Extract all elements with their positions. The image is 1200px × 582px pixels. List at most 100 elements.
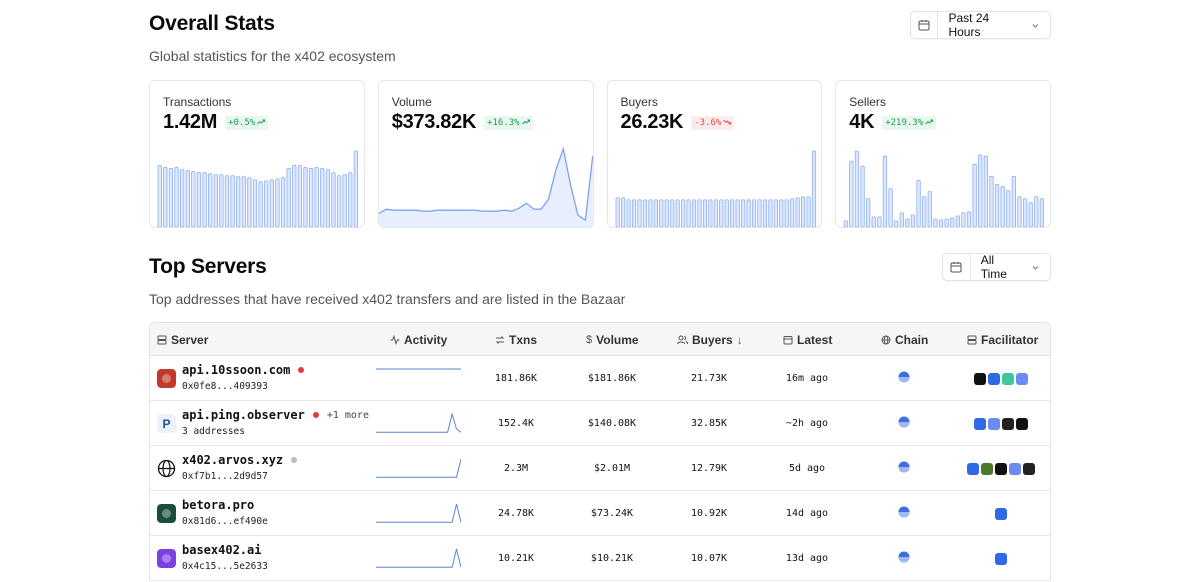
calendar-icon xyxy=(911,12,939,38)
coinbase-icon xyxy=(988,372,1000,385)
spark-bar xyxy=(894,220,899,227)
spark-bar xyxy=(625,199,631,227)
time-range-select[interactable]: Past 24 Hours xyxy=(910,11,1051,39)
col-volume[interactable]: $ Volume xyxy=(586,323,639,356)
servers-range-select[interactable]: All Time xyxy=(942,253,1051,281)
coinbase-icon xyxy=(995,507,1007,520)
facilitator-cell xyxy=(950,356,1050,401)
txns-value: 152.4K xyxy=(497,418,535,429)
spark-bar xyxy=(745,199,751,227)
stat-title: Sellers xyxy=(849,95,886,109)
server-name[interactable]: api.ping.observer xyxy=(182,408,305,422)
activity-sparkline xyxy=(376,536,464,581)
layers-icon xyxy=(1009,462,1021,475)
table-row[interactable]: betora.pro 0x81d6...ef490e 24.78K $73.24K 10… xyxy=(150,491,1050,536)
table-row[interactable]: api.10ssoon.com 0x0fe8...409393 181.86K $18… xyxy=(150,356,1050,401)
col-activity[interactable]: Activity xyxy=(390,323,447,356)
spark-bar xyxy=(331,172,336,227)
server-address: 0x0fe8...409393 xyxy=(182,381,268,392)
stat-value-row: 4K +219.3% xyxy=(849,111,937,134)
spark-bar xyxy=(950,217,955,227)
volume-value: $181.86K xyxy=(587,373,637,384)
activity-sparkline xyxy=(376,401,464,446)
facilitator-icons xyxy=(967,462,1035,475)
stat-card-transactions: Transactions 1.42M +0.5% xyxy=(149,80,365,228)
spark-bar xyxy=(911,214,916,227)
spark-bar xyxy=(961,212,966,227)
col-txns[interactable]: Txns xyxy=(495,323,537,356)
spark-bar xyxy=(325,169,331,227)
spark-bar xyxy=(685,199,691,227)
spark-bar xyxy=(995,184,1000,227)
server-address: 0x4c15...5e2633 xyxy=(182,561,268,572)
spark-bar xyxy=(286,168,291,227)
spark-bar xyxy=(967,211,972,227)
stat-cards: Transactions 1.42M +0.5% Volume $373.82K +16.… xyxy=(149,80,1051,228)
coinbase-icon xyxy=(995,552,1007,565)
facilitator-icons xyxy=(995,552,1007,565)
spark-bar xyxy=(713,199,718,227)
top-servers-header: Top Servers Top addresses that have rece… xyxy=(149,255,625,307)
base-chain-icon xyxy=(898,506,910,521)
spark-bar xyxy=(740,199,745,227)
spark-bar xyxy=(269,179,274,227)
dollar-icon: $ xyxy=(586,333,593,346)
spark-bar xyxy=(647,199,652,227)
coinbase-icon xyxy=(974,417,986,430)
stat-title: Buyers xyxy=(620,95,658,109)
facilitator-cell xyxy=(950,491,1050,536)
sparkline-chart xyxy=(615,150,816,227)
col-chain[interactable]: Chain xyxy=(881,323,928,356)
circle-logo-icon xyxy=(1023,462,1035,475)
spark-bar xyxy=(308,168,314,227)
server-name[interactable]: api.10ssoon.com xyxy=(182,363,291,377)
stat-value: 4K xyxy=(849,111,875,133)
spark-bar xyxy=(778,199,783,227)
spark-bar xyxy=(280,177,286,227)
spark-bar xyxy=(202,172,207,227)
spark-bar xyxy=(236,176,241,227)
col-latest[interactable]: Latest xyxy=(783,323,832,356)
spark-bar xyxy=(784,199,789,227)
spark-bar xyxy=(735,199,740,227)
spark-bar xyxy=(811,150,816,227)
buyers-value: 12.79K xyxy=(690,463,728,474)
spark-bar xyxy=(230,175,235,227)
spark-bar xyxy=(219,174,224,227)
more-addresses-link[interactable]: +1 more xyxy=(326,409,369,421)
spark-bar xyxy=(314,167,319,227)
server-name[interactable]: betora.pro xyxy=(182,498,255,512)
spark-bar xyxy=(922,196,927,227)
col-server[interactable]: Server xyxy=(157,323,208,356)
spark-bar xyxy=(860,165,865,227)
table-row[interactable]: x402.arvos.xyz 0xf7b1...2d9d57 2.3M $2.01M 1… xyxy=(150,446,1050,491)
server-name[interactable]: basex402.ai xyxy=(182,543,262,557)
stat-delta: +219.3% xyxy=(885,117,924,128)
spark-bar xyxy=(247,177,252,227)
spark-bar xyxy=(789,198,794,227)
spark-bar xyxy=(767,199,772,227)
spark-bar xyxy=(866,198,871,227)
stat-delta-badge: +16.3% xyxy=(484,115,533,130)
col-buyers[interactable]: Buyers ↓ xyxy=(677,323,743,356)
server-name[interactable]: x402.arvos.xyz xyxy=(182,453,284,467)
spark-bar xyxy=(620,197,625,227)
col-facilitator[interactable]: Facilitator xyxy=(967,323,1038,356)
spark-bar xyxy=(653,199,658,227)
spark-bar xyxy=(905,218,910,227)
chevron-down-icon xyxy=(1031,263,1050,272)
stat-value-row: $373.82K +16.3% xyxy=(392,111,533,134)
col-facilitator-label: Facilitator xyxy=(981,332,1039,347)
trend-up-icon xyxy=(925,118,934,128)
buyers-value: 10.92K xyxy=(690,508,728,519)
trend-up-icon xyxy=(521,118,530,128)
spark-bar xyxy=(1023,198,1028,227)
table-row[interactable]: basex402.ai 0x4c15...5e2633 10.21K $10.21K 1… xyxy=(150,536,1050,581)
section-subtitle: Top addresses that have received x402 tr… xyxy=(149,291,626,307)
volume-value: $140.08K xyxy=(587,418,637,429)
stat-card-sellers: Sellers 4K +219.3% xyxy=(835,80,1051,228)
spark-bar xyxy=(631,199,636,227)
spark-bar xyxy=(773,199,778,227)
latest-value: ~2h ago xyxy=(785,418,829,429)
